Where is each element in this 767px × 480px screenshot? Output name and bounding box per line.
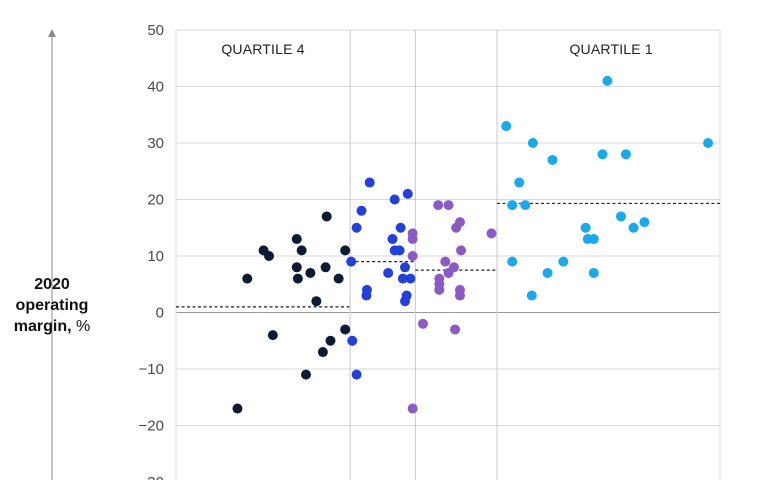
point-s2-1 (407, 228, 418, 239)
point-s1-12 (394, 245, 405, 256)
point-s1-17 (401, 290, 412, 301)
y-tick-label-4: 10 (147, 248, 164, 265)
point-s2-2 (407, 251, 418, 261)
point-s1-14 (397, 273, 408, 284)
y-tick-label-0: 50 (147, 22, 164, 39)
point-s0-17 (340, 245, 351, 256)
y-axis-label-unit: % (71, 318, 91, 335)
point-s3-18 (628, 222, 639, 233)
point-s2-18 (456, 245, 467, 256)
point-s3-9 (558, 256, 569, 267)
y-tick-label-1: 40 (147, 79, 164, 96)
y-tick-label-7: −20 (139, 418, 164, 435)
point-s0-5 (291, 234, 302, 245)
y-axis-label: 2020 operating margin, % (0, 274, 104, 337)
point-s2-12 (448, 262, 459, 273)
point-s1-7 (364, 177, 375, 188)
point-s3-12 (588, 267, 599, 278)
point-s3-6 (527, 138, 538, 148)
point-s3-4 (520, 200, 531, 211)
y-axis-label-line2: operating (15, 297, 89, 314)
point-s0-13 (320, 262, 331, 273)
point-s0-6 (291, 262, 302, 273)
point-s3-2 (507, 200, 518, 211)
point-s3-0 (501, 121, 512, 132)
point-s1-13 (395, 222, 406, 233)
y-tick-label-2: 30 (147, 135, 164, 152)
point-s3-17 (620, 149, 631, 160)
point-s2-13 (450, 324, 461, 335)
point-s2-3 (407, 403, 418, 414)
point-s0-8 (296, 245, 307, 256)
point-s3-1 (507, 256, 518, 267)
point-s3-5 (526, 290, 537, 301)
y-tick-label-8: −30 (139, 474, 164, 480)
point-s3-19 (639, 217, 650, 228)
y-axis-label-line3-bold: margin, (13, 318, 72, 335)
point-s1-10 (389, 194, 400, 205)
point-s2-8 (434, 284, 445, 295)
point-s1-8 (383, 267, 394, 278)
point-s3-8 (547, 154, 558, 165)
point-s2-7 (434, 273, 445, 284)
point-s0-14 (321, 211, 332, 222)
point-s0-3 (264, 251, 275, 261)
point-s2-9 (440, 256, 451, 267)
point-s0-15 (325, 335, 336, 346)
point-s1-18 (402, 188, 413, 199)
y-axis-label-line1: 2020 (34, 276, 70, 293)
point-s3-20 (703, 138, 714, 148)
point-s0-4 (267, 330, 278, 341)
point-s0-0 (232, 403, 243, 414)
point-s2-4 (417, 318, 428, 329)
point-s3-14 (597, 149, 608, 160)
point-s1-19 (405, 273, 416, 284)
quartile-label-1: QUARTILE 1 (569, 41, 652, 57)
y-axis-label-line3: margin, % (0, 316, 104, 337)
y-tick-label-6: −10 (139, 361, 164, 378)
point-s1-0 (346, 256, 357, 267)
point-s3-13 (588, 234, 599, 245)
point-s0-12 (317, 347, 328, 358)
point-s1-6 (361, 290, 372, 301)
point-s3-16 (615, 211, 626, 222)
point-s0-9 (301, 369, 312, 380)
point-s0-7 (292, 273, 303, 284)
point-s2-16 (454, 217, 465, 228)
point-s3-10 (580, 222, 591, 233)
point-s0-18 (340, 324, 351, 335)
point-s0-1 (242, 273, 253, 284)
y-axis-arrow (48, 29, 56, 480)
median-lines (176, 202, 720, 308)
quartile-label-0: QUARTILE 4 (221, 41, 304, 57)
y-tick-label-3: 20 (147, 192, 164, 209)
point-s3-3 (514, 177, 525, 188)
point-s0-10 (305, 267, 316, 278)
point-s1-1 (347, 335, 358, 346)
point-s2-10 (443, 200, 454, 211)
point-s1-3 (351, 369, 362, 380)
point-s0-16 (333, 273, 344, 284)
y-tick-label-5: 0 (156, 305, 164, 322)
point-s1-2 (351, 222, 362, 233)
point-s2-19 (486, 228, 497, 239)
point-s2-5 (433, 200, 444, 211)
point-s3-15 (602, 75, 613, 86)
point-s0-11 (311, 296, 322, 307)
point-s3-7 (542, 267, 553, 278)
data-points (232, 75, 714, 414)
y-tick-labels: 50 40 30 20 10 0 −10 −20 −30 (139, 22, 164, 480)
point-s1-16 (400, 262, 411, 273)
point-s1-4 (356, 205, 367, 216)
point-s1-9 (387, 234, 398, 245)
quartile-labels: QUARTILE 4 QUARTILE 1 (221, 41, 652, 57)
grid-lines (175, 29, 721, 480)
point-s2-17 (454, 290, 465, 301)
